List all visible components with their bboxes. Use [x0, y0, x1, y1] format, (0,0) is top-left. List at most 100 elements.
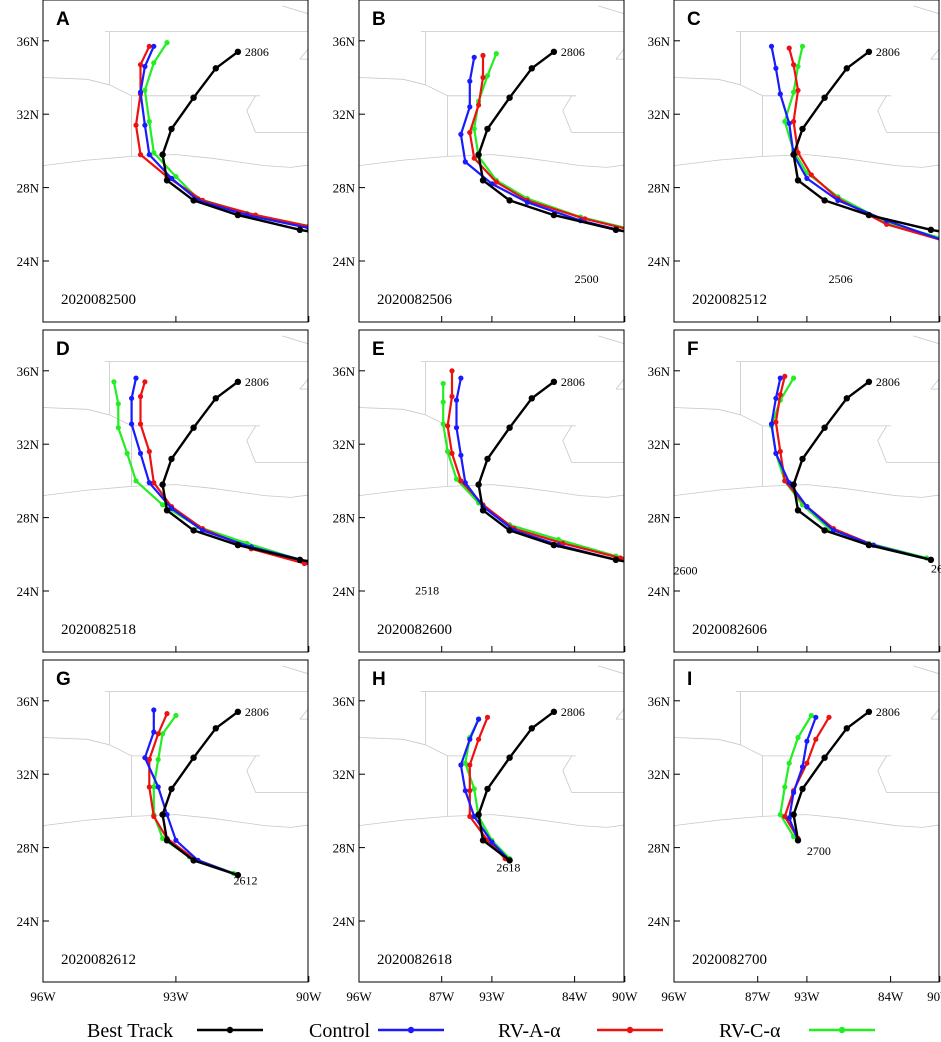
panel-f-letter: F: [687, 339, 699, 360]
panel-b-rvc-point-2: [737, 249, 742, 254]
panel-h-y-tick-label-3: 36N: [333, 694, 356, 709]
panel-g-map-line-9: [105, 691, 308, 692]
panel-e-best-point-9: [550, 378, 558, 385]
panel-d-rva-point-2: [301, 560, 307, 567]
panel-e-rva-point-9: [449, 368, 455, 374]
panel-g-best-point-0: [234, 871, 242, 879]
panel-e-map-line-1: [425, 361, 448, 487]
panel-d-map-line-9: [105, 361, 308, 362]
panel-d-rvc-point-5: [160, 502, 166, 508]
panel-a-best-point-4: [359, 238, 365, 244]
panel-h-map-line-0: [359, 814, 624, 828]
panel-b-best-point-10: [506, 94, 513, 101]
panel-c-map-line-10: [930, 48, 939, 60]
panel-i-x-tick-label-0: 96W: [661, 989, 687, 1004]
panel-h-rvc-point-3: [471, 786, 477, 792]
panel-e-map-line-12: [359, 407, 426, 416]
panel-a-start-label: 2500: [575, 272, 599, 286]
panel-a-best-point-13: [234, 48, 242, 55]
panel-a-rvc-point-11: [142, 87, 148, 93]
panel-a-best-point-6: [234, 211, 242, 219]
panel-h-map-line-10: [615, 708, 624, 720]
panel-g-map-line-12: [43, 737, 110, 746]
panel-h-map-line-2: [571, 792, 624, 793]
panel-d-rvc-point-9: [115, 401, 121, 407]
panel-d-best-point-8: [190, 424, 197, 431]
panel-b-control-point-1: [795, 271, 800, 276]
panel-e-control-point-6: [458, 452, 464, 458]
panel-d-rva-point-8: [137, 421, 144, 427]
panel-g-rvc-point-7: [173, 712, 179, 719]
panel-b-tracks: [458, 48, 800, 277]
panel-e-end-label: 2806: [561, 375, 585, 389]
panel-c-tracks: [768, 43, 939, 241]
panel-f-init-time: 2020082606: [692, 622, 768, 638]
panel-c: 24N28N32N36NC202008251228062512: [648, 0, 941, 323]
panel-h-map-line-17: [851, 960, 926, 966]
panel-g-best-point-4: [168, 785, 175, 793]
panel-h-best-point-3: [484, 785, 491, 793]
panel-c-y-tick-label-1: 28N: [648, 181, 671, 196]
panel-b-map-line-8: [851, 133, 941, 140]
panel-e-rvc-point-5: [453, 476, 460, 482]
panel-e-map-line-15: [598, 335, 624, 345]
panel-h-x-tick-label-3: 87W: [745, 989, 771, 1004]
panel-c-map-line-12: [674, 77, 741, 86]
panel-e-control-point-8: [453, 397, 460, 403]
panel-c-init-time: 2020082512: [692, 292, 767, 308]
panel-i-rvc-point-5: [808, 712, 814, 719]
panel-b-rva-point-4: [636, 229, 641, 234]
panel-i-map-line-4: [877, 755, 887, 793]
panel-d-y-tick-label-2: 32N: [17, 437, 40, 452]
panel-b-rva-point-3: [693, 240, 698, 245]
panel-d-rva-point-1: [359, 574, 364, 579]
panel-c-best-point-6: [790, 151, 797, 158]
panel-i-map-line-12: [674, 737, 741, 746]
panel-d: 24N 28N 32N 36N D 2020082518 2806 2518: [17, 329, 576, 653]
panel-h-map-line-6: [691, 719, 704, 804]
panel-f-best-point-7: [843, 395, 850, 402]
panel-b-best-point-1: [777, 271, 783, 277]
panel-b: 24N 28N 32N 36N B 2020082506 2806 2506: [333, 0, 941, 323]
panel-c-best-point-2: [927, 226, 935, 233]
panel-e-map-line-17: [851, 630, 926, 636]
panel-b-map-line-11: [660, 6, 758, 23]
panel-c-control-point-8: [777, 91, 783, 97]
panel-i-best-point-5: [865, 708, 873, 715]
panel-d-rvc-point-10: [111, 379, 117, 385]
panel-c-best-point-7: [799, 125, 806, 133]
panel-d-best-point-2: [296, 556, 304, 563]
panel-d-best-point-3: [234, 541, 242, 549]
panel-h-control-point-5: [467, 736, 473, 742]
panel-f-control-point-6: [768, 421, 775, 427]
panel-a-end-label: 2806: [245, 45, 269, 59]
panel-e-best-point-7: [506, 424, 513, 431]
panel-i-best-point-2: [799, 785, 806, 793]
panel-g-rva-point-6: [155, 731, 161, 737]
panel-b-rvc-line: [473, 53, 624, 229]
panel-c-map-line-4: [877, 95, 887, 133]
panel-h-best-point-4: [506, 754, 513, 761]
panel-e-map-line-6: [691, 389, 704, 474]
panel-d-best-point-10: [234, 378, 242, 385]
panel-d-best-point-6: [159, 481, 166, 488]
panel-h-map-line-11: [660, 666, 758, 683]
panel-d-map-line-4: [246, 425, 256, 463]
panel-d-control-point-1: [364, 572, 369, 577]
panel-d-best-point-5: [163, 507, 171, 514]
panel-a-map-line-6: [375, 59, 388, 144]
panel-e-map-line-2: [571, 462, 624, 463]
panel-b-rvc-point-3: [684, 238, 689, 243]
panel-e-rva-point-7: [445, 423, 451, 429]
panel-e-map-line-4: [562, 425, 572, 463]
panel-e-map-line-10: [615, 378, 624, 390]
panel-e-y-tick-label-3: 36N: [333, 364, 356, 379]
panel-h-x-tick-label-2: 90W: [612, 989, 638, 1004]
panel-g-best-point-7: [234, 708, 242, 715]
panel-i-rvc-point-3: [786, 760, 792, 766]
panel-b-control-point-6: [524, 199, 530, 205]
panel-i-control-point-1: [786, 815, 792, 821]
panel-e-y-tick-label-1: 28N: [333, 511, 356, 526]
panel-b-rva-point-11: [480, 74, 486, 81]
panel-g-rva-point-7: [164, 711, 170, 717]
